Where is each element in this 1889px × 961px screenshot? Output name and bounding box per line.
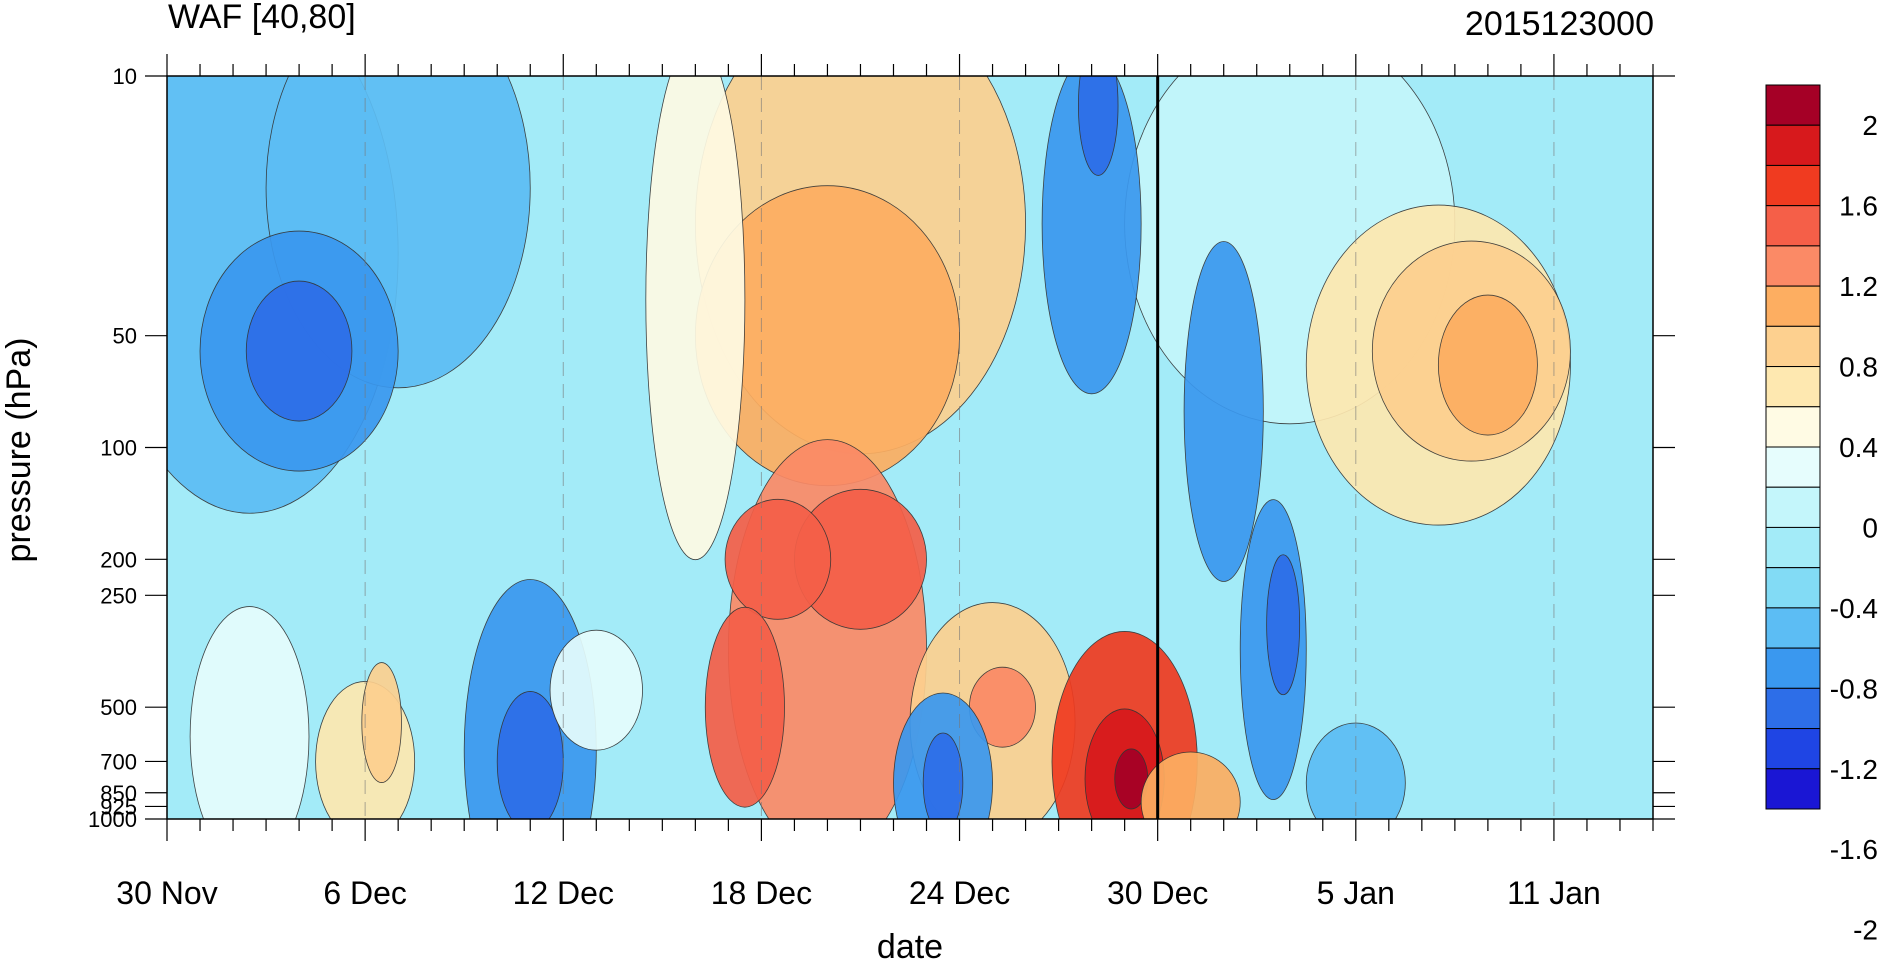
x-tick-label: 11 Jan [1507,875,1601,911]
contour-region [1140,751,1241,819]
title-right: 2015123000 [1465,5,1654,43]
colorbar-label: -1.6 [1830,834,1878,865]
x-tick-label: 6 Dec [323,875,407,911]
contour-region [724,498,832,620]
y-tick-label: 50 [113,324,137,349]
y-tick-label: 250 [100,583,137,608]
y-tick-label: 100 [100,436,137,461]
contour-region [922,732,964,819]
contour-fields [167,76,1571,819]
x-tick-label: 30 Dec [1107,875,1208,911]
colorbar-label: 0.4 [1839,432,1878,463]
y-tick-label: 700 [100,749,137,774]
x-tick-label: 30 Nov [116,875,217,911]
colorbar-swatch [1765,245,1821,287]
y-tick-label: 1000 [88,807,137,832]
contour-region [1437,294,1538,436]
colorbar-swatch [1765,728,1821,770]
title-left: WAF [40,80] [168,0,356,36]
contour-region [1078,76,1119,176]
y-tick-label: 850 [100,781,137,806]
colorbar: 2 1.6 1.2 0.8 0.4 0 -0.4 -0.8 -1.2 -1.6 -2 [1765,84,1878,946]
contour-region [1266,554,1301,696]
colorbar-swatch [1765,647,1821,689]
contour-region [549,629,643,751]
colorbar-swatch [1765,768,1821,810]
x-axis-label: date [877,928,943,961]
colorbar-swatch [1765,205,1821,247]
colorbar-label: -2 [1853,915,1878,946]
colorbar-swatch [1765,406,1821,448]
y-axis-label: pressure (hPa) [0,338,38,563]
x-tick-label: 18 Dec [711,875,812,911]
x-tick-label: 5 Jan [1317,875,1395,911]
colorbar-label: -1.2 [1830,754,1878,785]
colorbar-swatch [1765,486,1821,528]
colorbar-label: -0.4 [1830,593,1878,624]
contour-region [245,280,353,422]
colorbar-swatch [1765,325,1821,368]
contour-region [704,606,785,808]
colorbar-label: 1.6 [1839,191,1878,222]
plot-area [166,75,1654,820]
colorbar-swatch [1765,366,1821,408]
colorbar-swatch [1765,84,1821,126]
colorbar-label: -0.8 [1830,673,1878,704]
x-tick-label: 12 Dec [513,875,614,911]
contour-region [361,662,402,783]
colorbar-swatch [1765,124,1821,166]
colorbar-swatch [1765,164,1821,207]
contour-region [1183,241,1264,582]
colorbar-label: 0 [1862,512,1878,543]
colorbar-label: 0.8 [1839,352,1878,383]
colorbar-swatch [1765,567,1821,609]
colorbar-swatch [1765,446,1821,488]
colorbar-swatch [1765,607,1821,649]
contour-region [1041,76,1142,395]
colorbar-label: 2 [1862,110,1878,141]
colorbar-label: 1.2 [1839,271,1878,302]
x-tick-label: 24 Dec [909,875,1010,911]
contour-region [189,606,310,819]
y-tick-label: 500 [100,695,137,720]
x-axis: 30 Nov 6 Dec 12 Dec 18 Dec 24 Dec 30 Dec 5 Jan… [116,54,1654,911]
contour-region [645,76,746,560]
y-tick-label: 200 [100,547,137,572]
colorbar-swatch [1765,285,1821,327]
colorbar-swatch [1765,526,1821,569]
colorbar-swatch [1765,687,1821,730]
y-tick-label: 925 [100,794,137,819]
y-tick-label: 10 [113,64,137,89]
